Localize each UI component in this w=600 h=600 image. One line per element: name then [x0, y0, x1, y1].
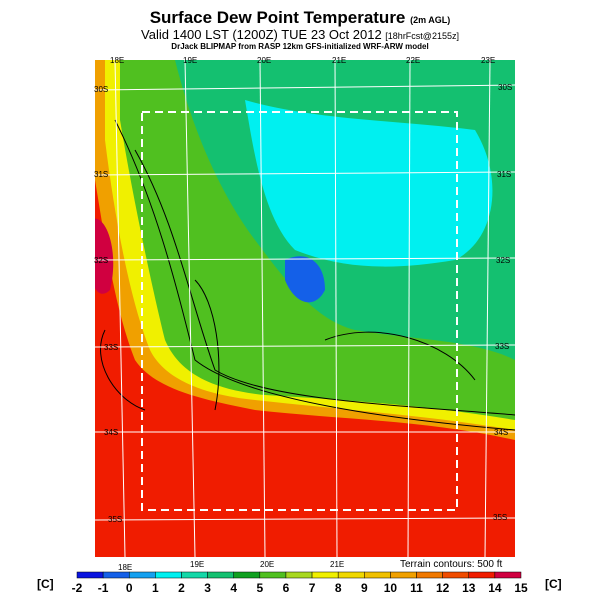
- colorbar-tick-label: 4: [230, 581, 237, 595]
- colorbar-swatch: [494, 571, 522, 579]
- colorbar-swatch: [468, 571, 496, 579]
- lon-label: 18E: [110, 56, 125, 65]
- lat-lon-grid: [95, 60, 515, 557]
- lat-label: 35S: [493, 513, 508, 522]
- colorbar-tick-label: 10: [384, 581, 398, 595]
- colorbar-tick-label: 6: [283, 581, 290, 595]
- unit-right: [C]: [545, 577, 562, 591]
- lat-label: 34S: [104, 428, 119, 437]
- domain-boundary: [141, 111, 458, 511]
- colorbar-swatch: [76, 571, 104, 579]
- colorbar-swatch: [442, 571, 470, 579]
- chart-title: Surface Dew Point Temperature (2m AGL): [0, 8, 600, 28]
- lat-label: 31S: [497, 170, 512, 179]
- colorbar: -2 -1 0 1 2 3 4 5 6 7 8 9 10 11 12 13 14 15: [72, 571, 528, 595]
- lon-label: 22E: [406, 56, 421, 65]
- field-blue: [285, 256, 325, 303]
- colorbar-swatch: [102, 571, 130, 579]
- colorbar-tick-label: -1: [98, 581, 109, 595]
- colorbar-tick-label: 5: [256, 581, 263, 595]
- lat-label: 33S: [495, 342, 510, 351]
- colorbar-tick-label: 9: [361, 581, 368, 595]
- forecast-text: [18hrFcst@2155z]: [385, 31, 459, 41]
- colorbar-tick-label: 1: [152, 581, 159, 595]
- colorbar-swatch: [364, 571, 391, 579]
- lon-label: 21E: [332, 56, 347, 65]
- colorbar-swatch: [181, 571, 208, 579]
- colorbar-swatch: [390, 571, 417, 579]
- colorbar-swatch: [337, 571, 365, 579]
- colorbar-tick-label: 12: [436, 581, 450, 595]
- lat-label: 33S: [104, 343, 119, 352]
- lat-label: 35S: [108, 515, 123, 524]
- lat-label: 32S: [94, 256, 109, 265]
- colorbar-tick-label: 7: [309, 581, 316, 595]
- colorbar-swatch: [311, 571, 339, 579]
- title-suffix: (2m AGL): [410, 15, 451, 25]
- lat-label: 30S: [498, 83, 513, 92]
- colorbar-tick-label: 0: [126, 581, 133, 595]
- colorbar-swatch: [259, 571, 287, 579]
- colorbar-tick-label: 2: [178, 581, 185, 595]
- dewpoint-map: [95, 60, 515, 557]
- lat-label: 34S: [494, 428, 509, 437]
- model-source: DrJack BLIPMAP from RASP 12km GFS-initia…: [171, 42, 429, 51]
- title-main: Surface Dew Point Temperature: [149, 8, 406, 27]
- colorbar-tick-label: 3: [204, 581, 211, 595]
- colorbar-tick-label: 8: [335, 581, 342, 595]
- lon-label: 19E: [183, 56, 198, 65]
- lon-label: 20E: [257, 56, 272, 65]
- unit-left: [C]: [37, 577, 54, 591]
- lon-label: 21E: [330, 560, 345, 569]
- terrain-contours: [100, 119, 515, 431]
- colorbar-tick-label: 14: [488, 581, 502, 595]
- valid-text: Valid 1400 LST (1200Z) TUE 23 Oct 2012: [141, 27, 382, 42]
- colorbar-swatch: [285, 571, 313, 579]
- colorbar-tick-label: 15: [514, 581, 528, 595]
- colorbar-swatch: [207, 571, 234, 579]
- lat-label: 31S: [94, 170, 109, 179]
- lon-label: 20E: [260, 560, 275, 569]
- lon-label: 19E: [190, 560, 205, 569]
- terrain-note: Terrain contours: 500 ft: [400, 559, 503, 570]
- colorbar-swatch: [155, 571, 182, 579]
- colorbar-tick-label: -2: [72, 581, 83, 595]
- lon-label: 23E: [481, 56, 496, 65]
- field-cyan: [245, 100, 493, 267]
- valid-time: Valid 1400 LST (1200Z) TUE 23 Oct 2012 […: [0, 27, 600, 42]
- colorbar-tick-label: 11: [410, 581, 423, 595]
- lon-label: 18E: [118, 563, 133, 572]
- colorbar-tick-label: 13: [462, 581, 476, 595]
- field-crimson: [95, 218, 114, 294]
- colorbar-swatch: [416, 571, 443, 579]
- lat-label: 30S: [94, 85, 109, 94]
- lat-label: 32S: [496, 256, 511, 265]
- colorbar-swatch: [233, 571, 261, 579]
- colorbar-swatch: [128, 571, 156, 579]
